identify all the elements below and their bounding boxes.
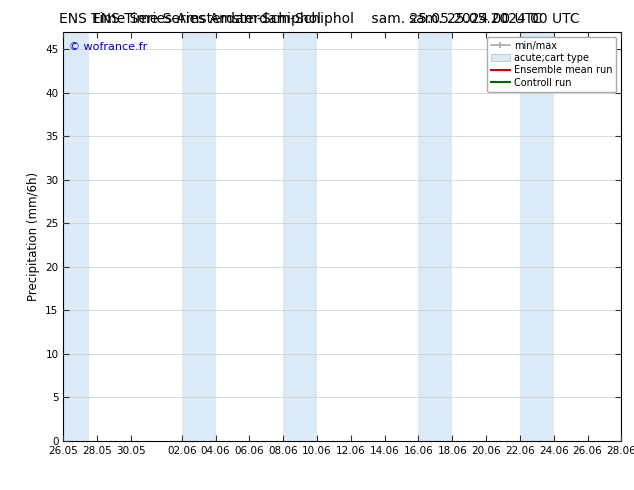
Bar bbox=[418, 32, 452, 441]
Legend: min/max, acute;cart type, Ensemble mean run, Controll run: min/max, acute;cart type, Ensemble mean … bbox=[487, 37, 616, 92]
Bar bbox=[520, 32, 553, 441]
Text: ENS Time Series Amsterdam-Schiphol: ENS Time Series Amsterdam-Schiphol bbox=[59, 12, 321, 26]
Y-axis label: Precipitation (mm/6h): Precipitation (mm/6h) bbox=[27, 172, 40, 301]
Bar bbox=[283, 32, 317, 441]
Text: ENS Time Series Amsterdam-Schiphol    sam. 25.05.2024 00 UTC: ENS Time Series Amsterdam-Schiphol sam. … bbox=[92, 12, 542, 26]
Bar bbox=[182, 32, 216, 441]
Text: © wofrance.fr: © wofrance.fr bbox=[69, 42, 147, 52]
Bar bbox=[61, 32, 89, 441]
Text: sam. 25.05.2024 00 UTC: sam. 25.05.2024 00 UTC bbox=[409, 12, 580, 26]
